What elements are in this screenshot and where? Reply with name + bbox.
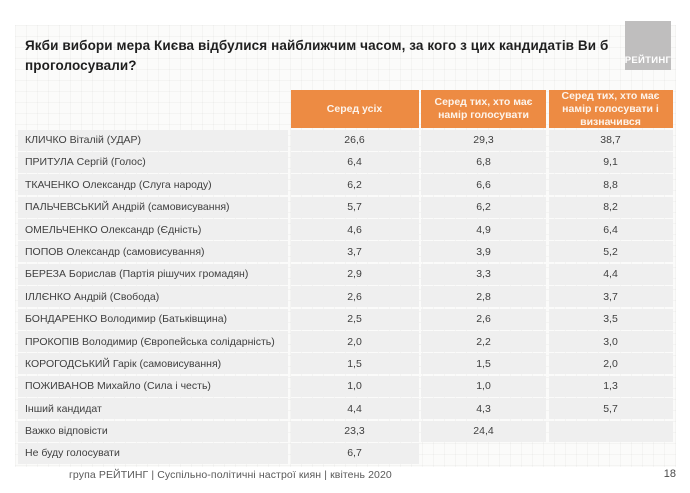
value-cell: 6,8 <box>421 151 546 173</box>
table-row: КЛИЧКО Віталій (УДАР) 26,6 29,3 38,7 <box>18 129 673 151</box>
value-cell <box>421 443 546 464</box>
candidate-name-cell: ПОЖИВАНОВ Михайло (Сила і честь) <box>18 375 288 397</box>
candidate-name-cell: БОНДАРЕНКО Володимир (Батьківщина) <box>18 308 288 330</box>
value-cell: 5,7 <box>290 196 419 218</box>
value-cell: 1,0 <box>290 375 419 397</box>
value-cell: 2,2 <box>421 331 546 353</box>
value-cell: 9,1 <box>548 151 673 173</box>
table-row: Важко відповісти 23,3 24,4 <box>18 420 673 442</box>
value-cell: 2,8 <box>421 286 546 308</box>
value-cell: 8,2 <box>548 196 673 218</box>
table-row: Не буду голосувати 6,7 <box>18 442 673 464</box>
value-cell: 2,0 <box>290 331 419 353</box>
candidate-name-cell: КЛИЧКО Віталій (УДАР) <box>18 129 288 151</box>
page-number: 18 <box>663 468 676 480</box>
value-cell: 1,5 <box>290 353 419 375</box>
value-cell: 6,4 <box>290 151 419 173</box>
rating-logo-text: РЕЙТИНГ <box>624 55 672 66</box>
column-header-intend-and-decided: Серед тих, хто має намір голосувати і ви… <box>548 90 673 128</box>
value-cell: 3,7 <box>548 286 673 308</box>
candidate-name-cell: Не буду голосувати <box>18 442 288 464</box>
value-cell: 3,3 <box>421 263 546 285</box>
candidate-name-cell: ПРОКОПІВ Володимир (Європейська солідарн… <box>18 331 288 353</box>
value-cell: 6,4 <box>548 219 673 241</box>
table-row: ПРИТУЛА Сергій (Голос) 6,4 6,8 9,1 <box>18 151 673 173</box>
candidate-name-cell: Інший кандидат <box>18 398 288 420</box>
value-cell: 5,2 <box>548 241 673 263</box>
candidate-name-cell: ПОПОВ Олександр (самовисування) <box>18 241 288 263</box>
value-cell: 3,7 <box>290 241 419 263</box>
value-cell: 1,5 <box>421 353 546 375</box>
value-cell: 23,3 <box>290 420 419 442</box>
value-cell: 1,3 <box>548 375 673 397</box>
value-cell: 6,7 <box>290 442 419 464</box>
candidate-name-cell: ПРИТУЛА Сергій (Голос) <box>18 151 288 173</box>
table-row: ПОПОВ Олександр (самовисування) 3,7 3,9 5,2 <box>18 241 673 263</box>
value-cell: 4,6 <box>290 219 419 241</box>
page-title: Якби вибори мера Києва відбулися найближ… <box>25 38 609 73</box>
table-header-row: Серед усіх Серед тих, хто має намір голо… <box>18 90 673 128</box>
value-cell: 2,9 <box>290 263 419 285</box>
candidate-name-cell: ОМЕЛЬЧЕНКО Олександр (Єдність) <box>18 219 288 241</box>
value-cell: 5,7 <box>548 398 673 420</box>
candidate-name-cell: Важко відповісти <box>18 420 288 442</box>
value-cell: 2,6 <box>421 308 546 330</box>
table-row: БЕРЕЗА Борислав (Партія рішучих громадян… <box>18 263 673 285</box>
value-cell: 4,4 <box>548 263 673 285</box>
value-cell: 2,0 <box>548 353 673 375</box>
value-cell: 4,3 <box>421 398 546 420</box>
table-body: КЛИЧКО Віталій (УДАР) 26,6 29,3 38,7 ПРИТУЛА… <box>18 129 673 464</box>
candidate-name-cell: ТКАЧЕНКО Олександр (Слуга народу) <box>18 174 288 196</box>
value-cell: 3,9 <box>421 241 546 263</box>
table-row: ПАЛЬЧЕВСЬКИЙ Андрій (самовисування) 5,7 6,… <box>18 196 673 218</box>
table-row: ПОЖИВАНОВ Михайло (Сила і честь) 1,0 1,0 1,… <box>18 375 673 397</box>
value-cell: 8,8 <box>548 174 673 196</box>
value-cell: 2,5 <box>290 308 419 330</box>
candidate-name-cell: БЕРЕЗА Борислав (Партія рішучих громадян… <box>18 263 288 285</box>
poll-results-table: Серед усіх Серед тих, хто має намір голо… <box>18 90 673 465</box>
column-header-among-all: Серед усіх <box>290 90 419 128</box>
footer-source: група РЕЙТИНГ | Суспільно-політичні наст… <box>69 469 392 481</box>
value-cell: 6,2 <box>290 174 419 196</box>
value-cell: 4,9 <box>421 219 546 241</box>
candidate-name-cell: ІЛЛЄНКО Андрій (Свобода) <box>18 286 288 308</box>
value-cell: 3,0 <box>548 331 673 353</box>
value-cell: 6,2 <box>421 196 546 218</box>
value-cell: 29,3 <box>421 129 546 151</box>
value-cell: 24,4 <box>421 420 546 442</box>
candidate-name-cell: КОРОГОДСЬКИЙ Гарік (самовисування) <box>18 353 288 375</box>
value-cell <box>549 443 673 464</box>
value-cell: 3,5 <box>548 308 673 330</box>
table-row: ТКАЧЕНКО Олександр (Слуга народу) 6,2 6,6 8… <box>18 174 673 196</box>
value-cell <box>548 420 673 442</box>
value-cell: 6,6 <box>421 174 546 196</box>
value-cell: 38,7 <box>548 129 673 151</box>
table-row: КОРОГОДСЬКИЙ Гарік (самовисування) 1,5 1,5… <box>18 353 673 375</box>
header-name-spacer <box>18 90 288 128</box>
value-cell: 1,0 <box>421 375 546 397</box>
table-row: БОНДАРЕНКО Володимир (Батьківщина) 2,5 2,6… <box>18 308 673 330</box>
table-row: ПРОКОПІВ Володимир (Європейська солідарн… <box>18 331 673 353</box>
value-cell: 2,6 <box>290 286 419 308</box>
candidate-name-cell: ПАЛЬЧЕВСЬКИЙ Андрій (самовисування) <box>18 196 288 218</box>
table-row: ОМЕЛЬЧЕНКО Олександр (Єдність) 4,6 4,9 6,4 <box>18 219 673 241</box>
table-row: Інший кандидат 4,4 4,3 5,7 <box>18 398 673 420</box>
column-header-intend-to-vote: Серед тих, хто має намір голосувати <box>421 90 546 128</box>
table-row: ІЛЛЄНКО Андрій (Свобода) 2,6 2,8 3,7 <box>18 286 673 308</box>
rating-group-logo: РЕЙТИНГ <box>625 21 671 70</box>
value-cell: 26,6 <box>290 129 419 151</box>
value-cell: 4,4 <box>290 398 419 420</box>
